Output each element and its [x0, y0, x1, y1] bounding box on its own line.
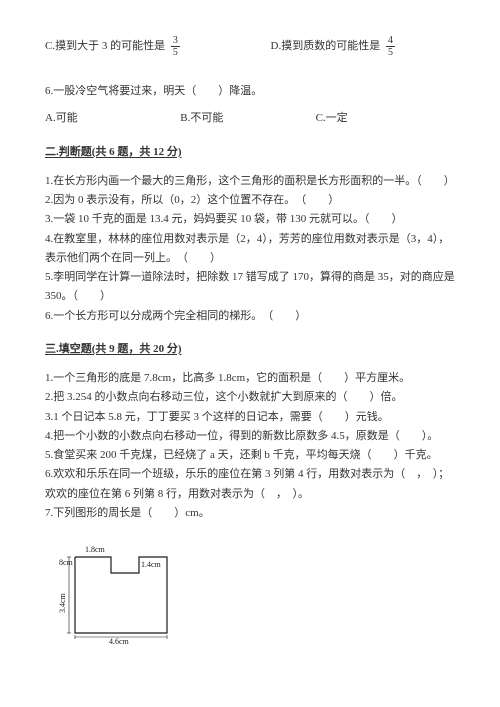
- label-left-upper: 8cm: [59, 558, 74, 567]
- s2-q3: 3.一袋 10 千克的面是 13.4 元，妈妈要买 10 袋，带 130 元就可…: [45, 210, 455, 229]
- frac-den: 5: [171, 47, 180, 58]
- s3-q5: 5.食堂买来 200 千克煤，已经烧了 a 天，还剩 b 千克，平均每天烧（ ）…: [45, 446, 455, 465]
- s3-q4: 4.把一个小数的小数点向右移动一位，得到的新数比原数多 4.5，原数是（ ）。: [45, 427, 455, 446]
- section-2-title: 二.判断题(共 6 题，共 12 分): [45, 143, 455, 162]
- q6-options: A.可能 B.不可能 C.一定: [45, 109, 455, 128]
- s3-q3: 3.1 个日记本 5.8 元，丁丁要买 3 个这样的日记本，需要（ ）元钱。: [45, 408, 455, 427]
- option-c-text: C.摸到大于 3 的可能性是: [45, 40, 165, 52]
- perimeter-figure: 1.8cm 1.4cm 8cm 3.4cm 4.6cm: [55, 537, 455, 654]
- option-d-fraction: 4 5: [386, 35, 395, 58]
- s2-q1: 1.在长方形内画一个最大的三角形，这个三角形的面积是长方形面积的一半。（ ）: [45, 172, 455, 191]
- option-d: D.摸到质数的可能性是 4 5: [271, 35, 398, 58]
- q6-option-c: C.一定: [316, 109, 348, 128]
- section-3-title: 三.填空题(共 9 题，共 20 分): [45, 340, 455, 359]
- label-bottom: 4.6cm: [109, 637, 130, 646]
- s2-q2: 2.因为 0 表示没有，所以（0，2）这个位置不存在。 （ ）: [45, 191, 455, 210]
- s2-q5: 5.李明同学在计算一道除法时，把除数 17 错写成了 170，算得的商是 35，…: [45, 268, 455, 307]
- s3-q1: 1.一个三角形的底是 7.8cm，比高多 1.8cm，它的面积是（ ）平方厘米。: [45, 369, 455, 388]
- figure-svg: 1.8cm 1.4cm 8cm 3.4cm 4.6cm: [55, 537, 185, 647]
- mc-options-row: C.摸到大于 3 的可能性是 3 5 D.摸到质数的可能性是 4 5: [45, 35, 455, 58]
- label-top-left: 1.8cm: [85, 545, 106, 554]
- label-left-lower: 3.4cm: [58, 592, 67, 613]
- option-d-text: D.摸到质数的可能性是: [271, 40, 381, 52]
- s3-q2: 2.把 3.254 的小数点向右移动三位，这个小数就扩大到原来的（ ）倍。: [45, 388, 455, 407]
- label-top-right: 1.4cm: [141, 560, 162, 569]
- frac-num: 3: [171, 35, 180, 47]
- s2-q4: 4.在教室里，林林的座位用数对表示是（2，4），芳芳的座位用数对表示是（3，4）…: [45, 230, 455, 269]
- option-c: C.摸到大于 3 的可能性是 3 5: [45, 35, 271, 58]
- option-c-fraction: 3 5: [171, 35, 180, 58]
- s3-q6: 6.欢欢和乐乐在同一个班级，乐乐的座位在第 3 列第 4 行，用数对表示为（ ，…: [45, 465, 455, 504]
- s3-q7: 7.下列图形的周长是（ ）cm。: [45, 504, 455, 523]
- q6-option-b: B.不可能: [180, 109, 315, 128]
- frac-den: 5: [386, 47, 395, 58]
- q6-stem: 6.一股冷空气将要过来，明天（ ）降温。: [45, 82, 455, 101]
- q6-option-a: A.可能: [45, 109, 180, 128]
- frac-num: 4: [386, 35, 395, 47]
- s2-q6: 6.一个长方形可以分成两个完全相同的梯形。 （ ）: [45, 307, 455, 326]
